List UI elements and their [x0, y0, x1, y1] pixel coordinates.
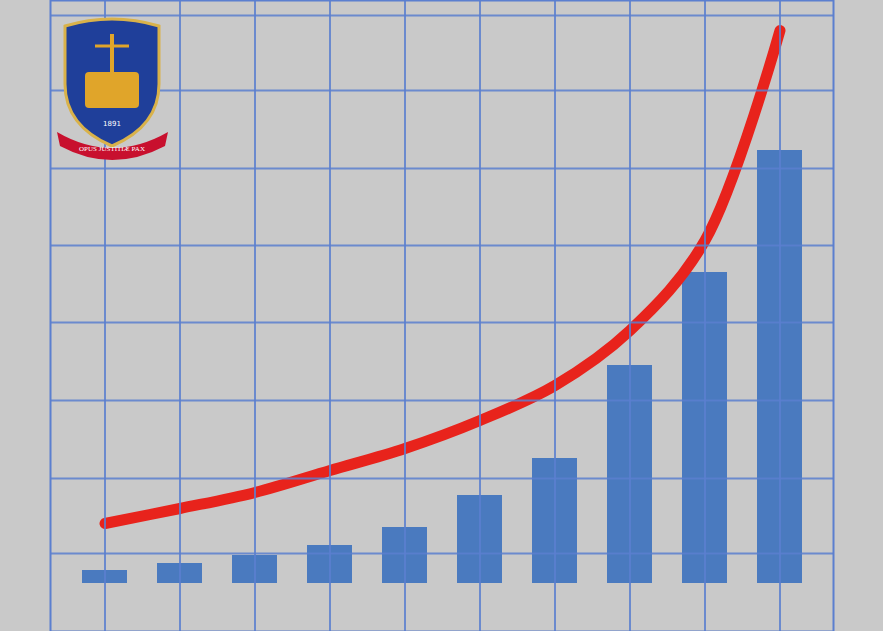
svg-text:1891: 1891	[103, 120, 121, 128]
svg-text:OPUS JUSTITIÆ PAX: OPUS JUSTITIÆ PAX	[79, 145, 145, 153]
